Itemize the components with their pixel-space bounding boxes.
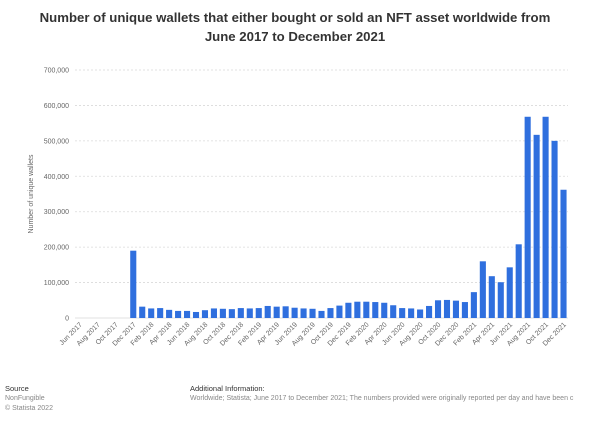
- bar-chart: 0 100,000 200,000 300,000 400,000 500,000 600,…: [28, 68, 568, 348]
- bar: [237, 308, 244, 318]
- bar: [363, 301, 370, 318]
- bar: [390, 305, 397, 318]
- chart-title-line1: Number of unique wallets that either bou…: [39, 10, 551, 25]
- y-axis-title: Number of unique wallets: [28, 154, 35, 233]
- bar: [219, 308, 226, 318]
- bar: [183, 310, 191, 318]
- bar: [443, 299, 451, 318]
- y-tick-label: 600,000: [44, 103, 69, 110]
- bar: [408, 308, 415, 318]
- bar: [166, 309, 173, 318]
- bar: [228, 309, 235, 318]
- bar: [255, 308, 262, 318]
- bar: [426, 305, 433, 318]
- y-tick-label: 300,000: [44, 209, 69, 216]
- bar: [497, 282, 504, 318]
- bar: [417, 309, 424, 318]
- additional-info-text: Worldwide; Statista; June 2017 to Decemb…: [190, 395, 574, 402]
- bar: [452, 300, 460, 318]
- bar: [148, 308, 155, 318]
- bar: [381, 302, 388, 318]
- bar: [201, 310, 209, 318]
- bar: [210, 308, 217, 318]
- bar: [524, 116, 531, 318]
- bar: [264, 305, 271, 318]
- bar: [506, 267, 513, 318]
- bar: [175, 310, 182, 318]
- bar: [309, 308, 316, 318]
- bar: [515, 244, 522, 318]
- bar: [318, 310, 325, 318]
- bar: [354, 301, 361, 318]
- bar: [533, 134, 540, 318]
- bar: [336, 305, 343, 318]
- bar: [461, 302, 468, 318]
- bar: [327, 308, 334, 318]
- bar: [372, 302, 379, 318]
- bar: [300, 308, 307, 318]
- y-tick-label: 400,000: [44, 174, 69, 181]
- source-block: Source NonFungible © Statista 2022: [5, 384, 53, 414]
- bar: [192, 311, 200, 318]
- bar: [273, 306, 280, 318]
- bar: [551, 140, 558, 318]
- y-tick-label: 500,000: [44, 138, 69, 145]
- bar: [470, 292, 477, 318]
- y-tick-label: 700,000: [44, 68, 69, 75]
- bar: [130, 250, 137, 318]
- additional-info-heading: Additional Information:: [190, 384, 265, 393]
- bar: [399, 308, 406, 318]
- bar: [479, 261, 486, 318]
- copyright-text: © Statista 2022: [5, 405, 53, 412]
- bar: [434, 300, 442, 318]
- bar: [560, 189, 567, 318]
- y-tick-label: 0: [65, 316, 69, 323]
- chart-title: Number of unique wallets that either bou…: [0, 8, 590, 46]
- bar: [291, 307, 298, 318]
- bar: [157, 308, 164, 318]
- y-tick-label: 200,000: [44, 245, 69, 252]
- bar: [542, 116, 549, 318]
- chart-title-line2: June 2017 to December 2021: [204, 29, 386, 44]
- additional-info-block: Additional Information: Worldwide; Stati…: [190, 384, 590, 404]
- bar: [282, 306, 289, 318]
- y-tick-label: 100,000: [44, 280, 69, 287]
- source-name: NonFungible: [5, 395, 45, 402]
- bar: [345, 302, 352, 318]
- bar: [246, 308, 253, 318]
- source-heading: Source: [5, 384, 29, 393]
- bar: [139, 306, 146, 318]
- bar: [488, 276, 495, 318]
